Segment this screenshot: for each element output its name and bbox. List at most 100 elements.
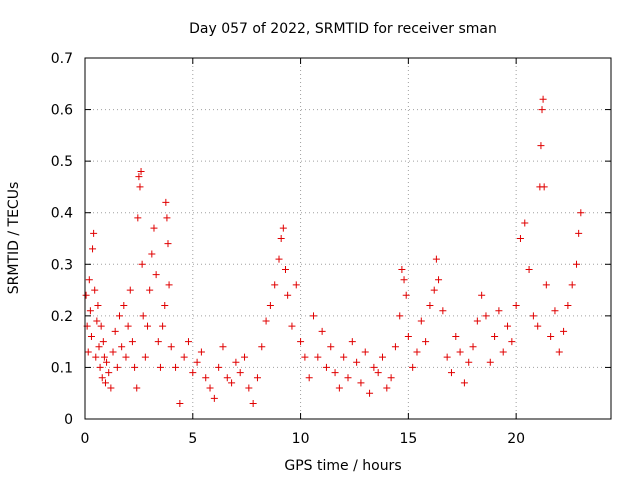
data-point <box>495 307 503 315</box>
data-point <box>491 332 499 340</box>
data-point <box>539 95 547 103</box>
data-point <box>146 286 154 294</box>
data-point <box>95 343 103 351</box>
data-point <box>85 276 93 284</box>
data-point <box>210 394 218 402</box>
data-point <box>383 384 391 392</box>
data-point <box>113 363 121 371</box>
data-point <box>277 235 285 242</box>
ticks-layer: 0 5 10 15 20 0 0.1 0.2 0.3 0.4 0.5 0.6 0.7 <box>51 51 611 447</box>
data-point <box>150 224 158 232</box>
data-point <box>228 379 236 387</box>
data-point <box>101 379 109 387</box>
data-point <box>577 209 585 217</box>
data-point <box>103 358 111 366</box>
data-point <box>164 240 172 248</box>
data-point <box>573 260 581 268</box>
data-point <box>301 353 309 361</box>
data-point <box>370 363 378 371</box>
data-point <box>122 353 130 361</box>
data-point <box>156 363 164 371</box>
data-point <box>84 348 92 356</box>
data-point <box>534 322 542 330</box>
data-point <box>568 281 576 289</box>
y-tick-label: 0.1 <box>51 360 73 376</box>
data-point <box>136 183 144 191</box>
data-point <box>206 384 214 392</box>
data-point <box>202 374 210 382</box>
data-point <box>366 389 374 397</box>
data-point <box>456 348 464 356</box>
data-point <box>161 302 169 310</box>
data-point <box>245 384 253 392</box>
data-point <box>124 322 132 330</box>
data-point <box>508 338 516 346</box>
data-point <box>409 363 417 371</box>
data-point <box>236 369 244 377</box>
data-point <box>232 358 240 366</box>
data-point <box>404 332 412 340</box>
data-point <box>120 302 128 310</box>
data-point <box>163 214 171 222</box>
data-point <box>275 255 283 263</box>
data-point <box>105 369 113 377</box>
data-point <box>249 400 257 408</box>
data-point <box>167 343 175 351</box>
data-point <box>417 317 425 325</box>
data-point <box>126 286 134 294</box>
data-point <box>460 379 468 387</box>
data-point <box>537 142 545 150</box>
data-point <box>223 374 231 382</box>
data-point <box>133 384 141 392</box>
data-point <box>512 302 520 310</box>
data-point <box>398 265 406 273</box>
data-point <box>159 322 167 330</box>
data-point <box>131 363 139 371</box>
data-point <box>144 322 152 330</box>
data-point <box>560 327 568 335</box>
data-point <box>180 353 188 361</box>
data-point <box>348 338 356 346</box>
data-point <box>96 363 104 371</box>
y-tick-label: 0.6 <box>51 103 73 119</box>
data-point <box>284 291 292 299</box>
y-tick-label: 0.3 <box>51 257 73 273</box>
data-point <box>482 312 490 320</box>
data-point <box>435 276 443 284</box>
data-point <box>137 167 145 175</box>
data-point <box>353 358 361 366</box>
data-point <box>521 219 529 227</box>
x-tick-label: 10 <box>292 431 310 447</box>
data-point <box>115 312 123 320</box>
data-point <box>478 291 486 299</box>
data-point <box>378 353 386 361</box>
data-point <box>139 312 147 320</box>
data-point <box>374 369 382 377</box>
data-point <box>197 348 205 356</box>
data-point <box>540 183 548 191</box>
data-point <box>271 281 279 289</box>
data-point <box>266 302 274 310</box>
y-tick-label: 0.4 <box>51 206 73 222</box>
data-point <box>90 229 98 237</box>
data-point <box>402 291 410 299</box>
data-point <box>184 338 192 346</box>
data-point <box>152 271 160 279</box>
data-point <box>547 332 555 340</box>
points-layer <box>82 95 585 408</box>
data-point <box>516 235 524 242</box>
data-point <box>162 198 170 206</box>
data-point <box>193 358 201 366</box>
data-point <box>91 286 99 294</box>
x-axis-label: GPS time / hours <box>284 458 401 474</box>
data-point <box>258 343 266 351</box>
y-tick-label: 0.2 <box>51 309 73 325</box>
data-point <box>93 317 101 325</box>
data-point <box>447 369 455 377</box>
data-point <box>525 265 533 273</box>
data-point <box>357 379 365 387</box>
data-point <box>279 224 287 232</box>
data-point <box>99 338 107 346</box>
